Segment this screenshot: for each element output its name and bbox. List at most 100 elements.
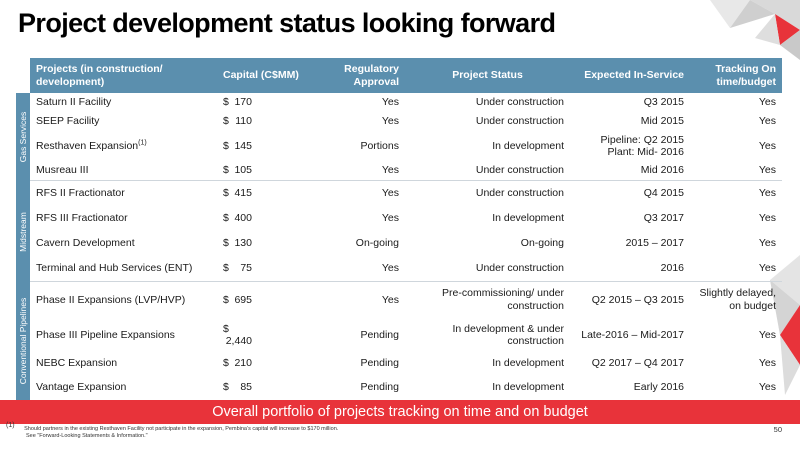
cell-project: Musreau III <box>36 164 89 176</box>
table-header-row: Projects (in construction/ development) … <box>30 58 782 93</box>
cell-regulatory: Portions <box>360 139 399 152</box>
cell-in-service: 2015 – 2017 <box>625 237 684 250</box>
table-row: Resthaven Expansion(1) $145 Portions In dev… <box>30 131 782 161</box>
header-in-service: Expected In-Service <box>570 58 690 93</box>
cell-project: RFS III Fractionator <box>36 212 128 225</box>
cell-tracking: Yes <box>758 212 776 225</box>
header-regulatory: Regulatory Approval <box>320 58 405 93</box>
cell-project: Phase II Expansions (LVP/HVP) <box>30 280 217 318</box>
cell-in-service: 2016 <box>660 262 684 274</box>
cell-capital: $130 <box>223 237 252 250</box>
footnote-text: Should partners in the existing Resthave… <box>24 426 339 432</box>
cell-regulatory: Yes <box>381 164 399 176</box>
cell-project: NEBC Expansion <box>36 357 118 370</box>
cell-status: In development <box>492 139 564 152</box>
table-row: Cavern Development $130 On-going On-going 20… <box>30 231 782 256</box>
cell-status: Pre-commissioning/ under construction <box>405 280 570 318</box>
group-label-midstream: Midstream <box>18 211 28 252</box>
cell-regulatory: Yes <box>381 115 399 128</box>
cell-regulatory: Yes <box>381 212 399 225</box>
cell-tracking: Yes <box>690 179 782 206</box>
cell-project: Terminal and Hub Services (ENT) <box>36 262 193 274</box>
cell-status: In development <box>492 380 564 393</box>
cell-capital: $415 <box>217 179 320 206</box>
group-label-gas-services: Gas Services <box>18 111 28 163</box>
cell-project: Cavern Development <box>36 237 135 250</box>
cell-project: SEEP Facility <box>36 115 100 128</box>
cell-status: Under construction <box>475 115 564 128</box>
page-number: 50 <box>773 425 782 434</box>
cell-regulatory: Yes <box>320 179 405 206</box>
cell-project: Resthaven Expansion(1) <box>36 139 147 152</box>
cell-status: Under construction <box>475 164 564 176</box>
cell-in-service: Q4 2015 <box>570 179 690 206</box>
cell-tracking: Yes <box>758 164 776 176</box>
footnote: (1) Should partners in the existing Rest… <box>6 422 706 440</box>
cell-capital: $105 <box>223 164 252 176</box>
table-row: RFS III Fractionator $400 Yes In developmen… <box>30 206 782 231</box>
cell-in-service: Early 2016 <box>633 380 684 393</box>
cell-tracking: Yes <box>758 262 776 274</box>
cell-in-service: Q3 2015 <box>643 96 684 109</box>
summary-banner: Overall portfolio of projects tracking o… <box>0 400 800 424</box>
cell-in-service: Late-2016 – Mid-2017 <box>581 328 684 341</box>
cell-status: In development <box>492 212 564 225</box>
cell-capital: $2,440 <box>223 322 252 348</box>
cell-regulatory: On-going <box>355 237 399 250</box>
cell-regulatory: Yes <box>320 280 405 318</box>
cell-status: Under construction <box>405 179 570 206</box>
cell-in-service: Pipeline: Q2 2015 Plant: Mid- 2016 <box>600 133 684 159</box>
cell-in-service: Q2 2015 – Q3 2015 <box>570 280 690 318</box>
footnote-marker: (1) <box>138 139 147 147</box>
cell-tracking: Yes <box>758 357 776 370</box>
cell-in-service: Mid 2016 <box>640 164 684 176</box>
cell-regulatory: Pending <box>360 357 399 370</box>
cell-capital: $110 <box>223 115 252 128</box>
cell-tracking: Yes <box>758 380 776 393</box>
cell-tracking: Yes <box>758 96 776 109</box>
footnote-reference: See "Forward-Looking Statements & Inform… <box>26 433 148 439</box>
cell-capital: $85 <box>223 380 252 393</box>
group-sidebar: Gas Services Midstream Conventional Pipe… <box>16 93 30 400</box>
cell-tracking: Slightly delayed, on budget <box>690 280 782 318</box>
table-row: Phase III Pipeline Expansions $2,440 Pendi… <box>30 318 782 352</box>
cell-capital: $695 <box>217 280 320 318</box>
table-row: RFS II Fractionator $415 Yes Under construc… <box>30 179 782 206</box>
cell-tracking: Yes <box>758 328 776 341</box>
cell-capital: $75 <box>223 262 252 274</box>
table-row: SEEP Facility $110 Yes Under construction Mi… <box>30 112 782 131</box>
cell-project: Phase III Pipeline Expansions <box>36 328 175 341</box>
cell-tracking: Yes <box>758 115 776 128</box>
page-title: Project development status looking forwa… <box>18 8 556 38</box>
cell-capital: $210 <box>223 357 252 370</box>
cell-status: Under construction <box>475 262 564 274</box>
table-row: Saturn II Facility $170 Yes Under construct… <box>30 93 782 112</box>
cell-regulatory: Yes <box>381 96 399 109</box>
group-label-conventional-pipelines: Conventional Pipelines <box>18 297 28 385</box>
table-row: NEBC Expansion $210 Pending In development Q… <box>30 352 782 375</box>
cell-capital: $145 <box>223 139 252 152</box>
decorative-triangles <box>710 0 800 60</box>
table-row: Phase II Expansions (LVP/HVP) $695 Yes Pre-… <box>30 280 782 318</box>
cell-regulatory: Pending <box>360 328 399 341</box>
table-row: Musreau III $105 Yes Under construction Mid … <box>30 161 782 180</box>
cell-tracking: Yes <box>758 237 776 250</box>
table-row: Vantage Expansion $85 Pending In developmen… <box>30 375 782 399</box>
footnote-marker: (1) <box>6 422 15 430</box>
header-capital: Capital (C$MM) <box>217 58 320 93</box>
cell-regulatory: Pending <box>360 380 399 393</box>
cell-project: RFS II Fractionator <box>30 179 217 206</box>
cell-status: In development & under construction <box>452 322 565 348</box>
header-project: Projects (in construction/ development) <box>30 58 217 93</box>
header-status: Project Status <box>405 58 570 93</box>
cell-status: In development <box>492 357 564 370</box>
cell-tracking: Yes <box>758 139 776 152</box>
cell-project: Vantage Expansion <box>36 380 127 393</box>
cell-in-service: Mid 2015 <box>640 115 684 128</box>
cell-capital: $400 <box>223 212 252 225</box>
table-row: Terminal and Hub Services (ENT) $75 Yes Und… <box>30 256 782 281</box>
cell-in-service: Q3 2017 <box>643 212 684 225</box>
cell-project: Saturn II Facility <box>36 96 112 109</box>
cell-capital: $170 <box>223 96 252 109</box>
cell-status: Under construction <box>475 96 564 109</box>
